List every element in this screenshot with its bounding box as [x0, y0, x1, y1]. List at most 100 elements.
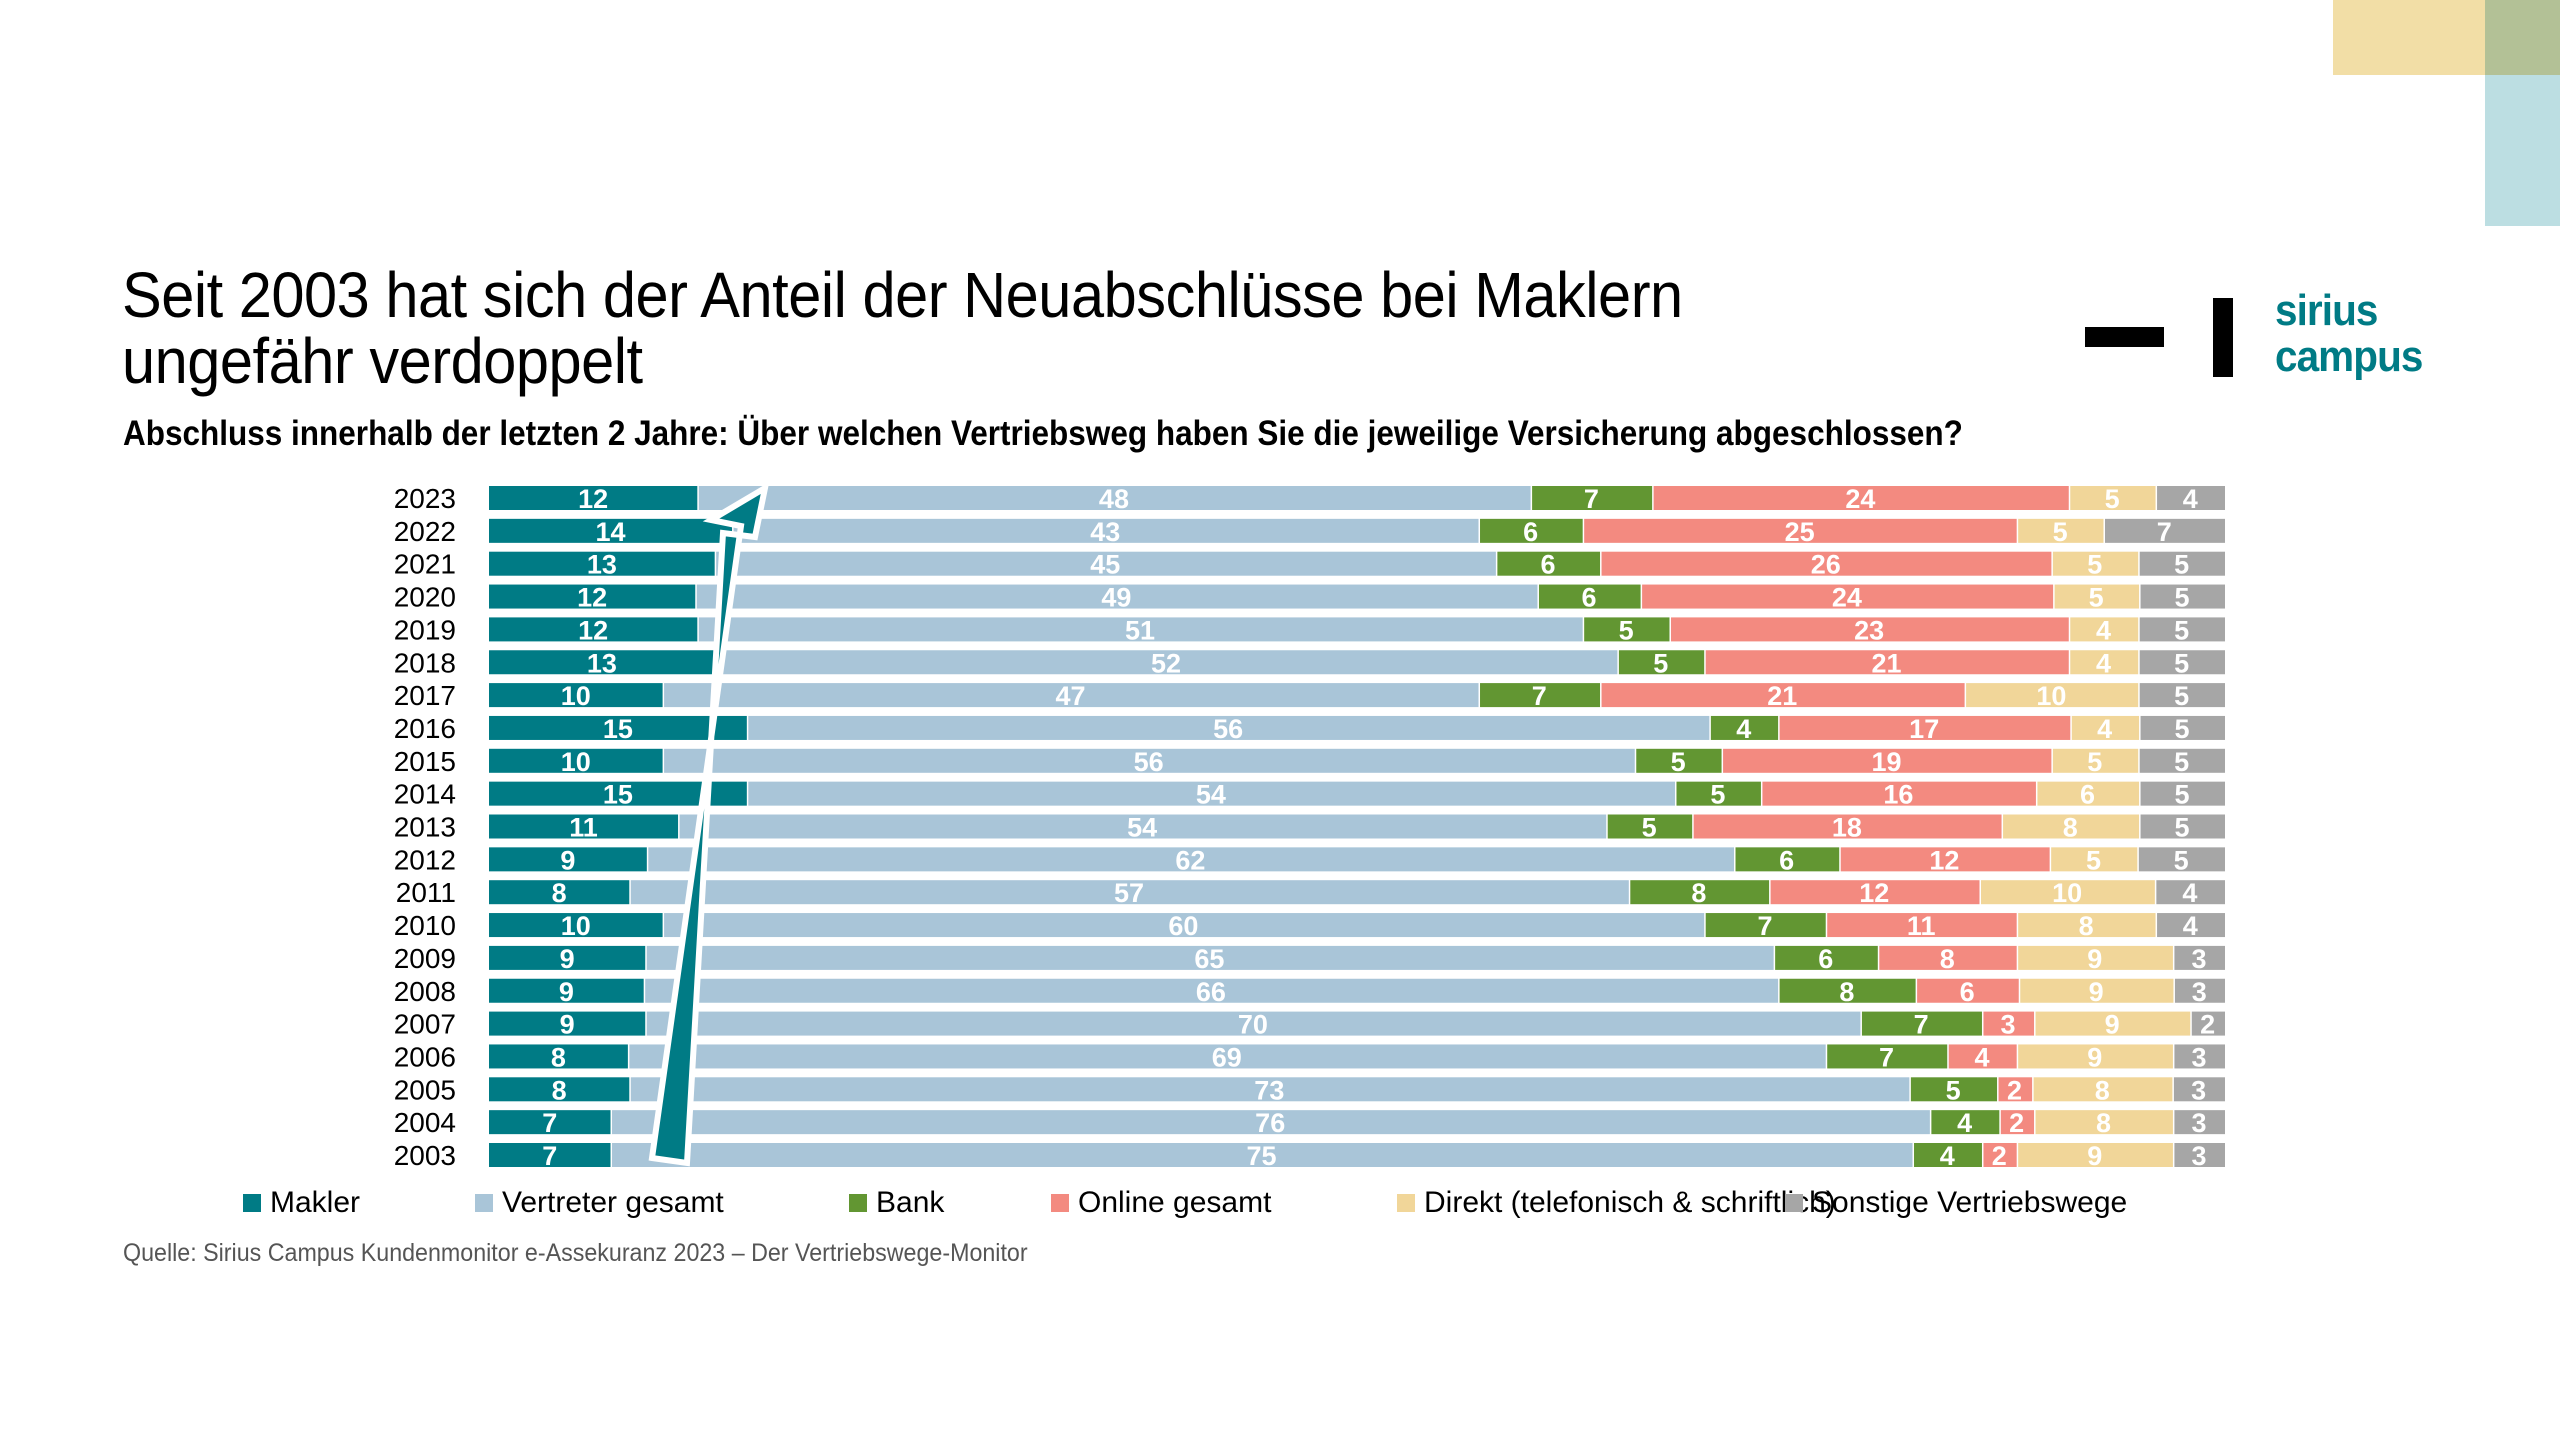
bar-row: [489, 814, 2225, 839]
data-label: 5: [1710, 780, 1725, 810]
bar-segment-direkt-telefonisch-schriftlich: [2070, 650, 2139, 675]
bar-segment-bank: [1607, 814, 1693, 839]
data-label: 69: [1212, 1042, 1242, 1072]
data-label: 8: [551, 1042, 566, 1072]
bar-segment-bank: [1775, 945, 1878, 970]
data-label: 65: [1194, 944, 1224, 974]
bar-segment-online-gesamt: [1879, 945, 2017, 970]
bar-segment-online-gesamt: [1584, 518, 2017, 543]
bar-segment-vertreter-gesamt: [630, 880, 1629, 905]
data-label: 9: [2105, 1010, 2120, 1040]
bar-segment-makler: [489, 847, 647, 872]
data-label: 5: [2175, 583, 2190, 613]
bar-segment-makler: [489, 1044, 628, 1069]
data-label: 17: [1909, 714, 1939, 744]
legend-item: Makler: [243, 1186, 360, 1220]
data-label: 8: [2079, 911, 2094, 941]
data-label: 6: [1523, 517, 1538, 547]
data-label: 73: [1254, 1075, 1284, 1105]
bar-segment-vertreter-gesamt: [696, 584, 1538, 609]
data-label: 2: [2009, 1108, 2024, 1138]
data-label: 12: [577, 583, 607, 613]
legend-item: Vertreter gesamt: [475, 1186, 724, 1220]
logo-bar-mark: [2213, 298, 2233, 377]
bar-row: [489, 683, 2225, 708]
data-label: 10: [2052, 878, 2082, 908]
bar-segment-bank: [1914, 1143, 1982, 1167]
data-label: 11: [1907, 911, 1936, 941]
bar-segment-direkt-telefonisch-schriftlich: [2051, 847, 2138, 872]
chart-rows: 2023202220212020201920182017201620152014…: [394, 483, 2225, 1171]
data-label: 4: [1940, 1141, 1955, 1171]
legend-label: Online gesamt: [1078, 1186, 1272, 1219]
year-tick-label: 2011: [396, 877, 456, 908]
bar-row: [489, 1143, 2225, 1167]
bar-segment-online-gesamt: [1705, 650, 2069, 675]
bar-segment-online-gesamt: [1762, 781, 2036, 806]
bar-segment-bank: [1827, 1044, 1948, 1069]
data-label: 10: [2036, 681, 2066, 711]
logo-dash-mark: [2085, 327, 2164, 347]
year-tick-label: 2015: [394, 746, 456, 777]
bar-segment-vertreter-gesamt: [698, 617, 1583, 642]
year-tick-label: 2005: [394, 1074, 456, 1105]
bar-segment-vertreter-gesamt: [748, 715, 1710, 740]
data-label: 5: [2175, 780, 2190, 810]
data-label: 12: [578, 615, 608, 645]
bar-segment-direkt-telefonisch-schriftlich: [2018, 945, 2173, 970]
bar-row: [489, 1077, 2225, 1102]
legend-label: Makler: [270, 1186, 361, 1219]
bar-segment-online-gesamt: [1917, 978, 2019, 1003]
trend-arrow-layer: [648, 481, 770, 1167]
data-label: 9: [560, 845, 575, 875]
logo-wordmark: sirius campus: [2275, 288, 2423, 380]
bar-segment-makler: [489, 913, 663, 938]
data-label: 4: [2096, 648, 2111, 678]
bar-segment-makler: [489, 748, 663, 773]
data-label: 13: [587, 648, 617, 678]
bar-segment-sonstige-vertriebswege: [2157, 913, 2225, 938]
data-label: 7: [542, 1108, 557, 1138]
data-label: 6: [1582, 583, 1597, 613]
data-label: 3: [2191, 1108, 2206, 1138]
bar-segment-bank: [1710, 715, 1779, 740]
bar-segment-online-gesamt: [1998, 1077, 2033, 1102]
data-label: 6: [1960, 977, 1975, 1007]
data-label: 5: [2174, 681, 2189, 711]
year-tick-label: 2016: [394, 713, 456, 744]
data-label: 12: [1929, 845, 1959, 875]
data-label: 10: [561, 747, 591, 777]
legend-swatch: [1785, 1194, 1803, 1212]
bar-segment-bank: [1480, 518, 1583, 543]
bar-segment-makler: [489, 1143, 611, 1167]
bar-segment-sonstige-vertriebswege: [2140, 715, 2225, 740]
data-label: 7: [1584, 484, 1599, 514]
legend-swatch: [243, 1194, 261, 1212]
data-label: 51: [1125, 615, 1155, 645]
legend-label: Direkt (telefonisch & schriftlich): [1424, 1186, 1836, 1219]
bar-segment-sonstige-vertriebswege: [2174, 945, 2225, 970]
data-label: 5: [2087, 747, 2102, 777]
slide-title-line1: Seit 2003 hat sich der Anteil der Neuabs…: [122, 259, 1683, 331]
data-label: 8: [1691, 878, 1706, 908]
year-tick-label: 2007: [394, 1009, 456, 1040]
bar-segment-online-gesamt: [1723, 748, 2052, 773]
data-label: 4: [2097, 714, 2112, 744]
data-label: 3: [2191, 944, 2206, 974]
bar-segment-online-gesamt: [1670, 617, 2069, 642]
data-label: 4: [2183, 484, 2198, 514]
bar-segment-bank: [1735, 847, 1840, 872]
bar-segment-sonstige-vertriebswege: [2104, 518, 2225, 543]
bar-segment-direkt-telefonisch-schriftlich: [2035, 1011, 2191, 1036]
bar-segment-makler: [489, 617, 698, 642]
data-label: 5: [1653, 648, 1668, 678]
year-tick-label: 2003: [394, 1140, 456, 1171]
data-label: 45: [1090, 550, 1120, 580]
bar-segment-online-gesamt: [1770, 880, 1980, 905]
data-label: 54: [1196, 780, 1226, 810]
data-label: 8: [2095, 1075, 2110, 1105]
bar-row: [489, 650, 2225, 675]
data-label: 26: [1811, 550, 1841, 580]
bar-segment-direkt-telefonisch-schriftlich: [2018, 1143, 2173, 1167]
data-label: 3: [2191, 1075, 2206, 1105]
